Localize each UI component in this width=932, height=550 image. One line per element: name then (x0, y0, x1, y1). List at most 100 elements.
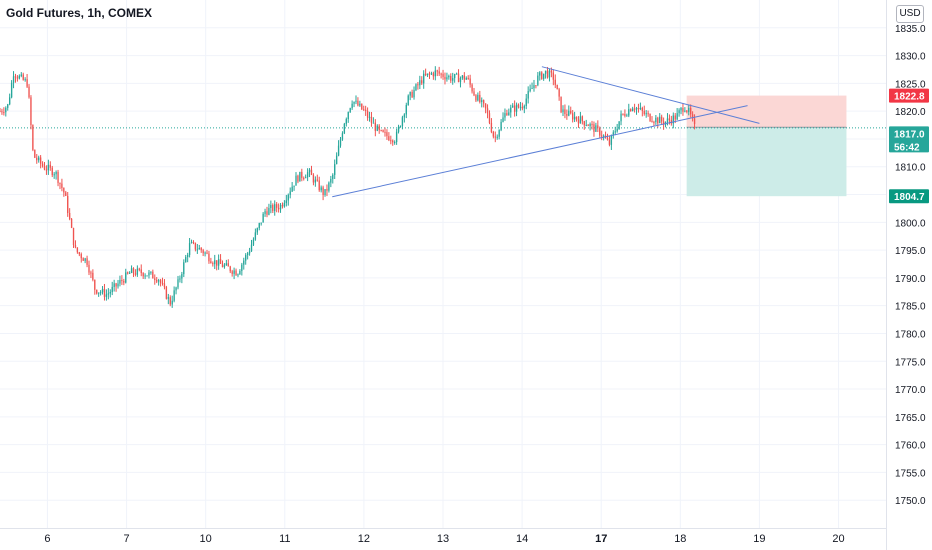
candle-body (334, 164, 336, 175)
candle-body (477, 94, 479, 101)
y-tick-label: 1750.0 (895, 496, 926, 507)
candle-body (297, 175, 299, 182)
candle-body (473, 91, 475, 96)
candle-body (57, 171, 59, 183)
candle-body (529, 88, 531, 92)
candle-body (601, 135, 603, 137)
candle-body (659, 116, 661, 124)
candle-body (684, 110, 686, 112)
candle-body (479, 94, 481, 102)
y-tick-label: 1830.0 (895, 52, 926, 63)
candle-body (274, 204, 276, 211)
candle-body (378, 125, 380, 131)
candle-body (231, 271, 233, 274)
candle-body (419, 80, 421, 86)
candle-body (291, 186, 293, 192)
candle-body (390, 140, 392, 142)
candle-body (626, 115, 628, 117)
y-tick-label: 1780.0 (895, 329, 926, 340)
candle-body (372, 122, 375, 124)
candle-body (430, 73, 433, 75)
candle-body (577, 119, 580, 124)
candle-body (523, 106, 525, 109)
x-tick-label: 6 (44, 533, 50, 545)
candle-body (152, 271, 154, 279)
candle-body (444, 76, 446, 80)
candle-body (690, 108, 692, 115)
candle-body (521, 106, 524, 109)
candle-body (316, 179, 318, 181)
candle-body (266, 211, 268, 215)
candle-body (301, 171, 303, 178)
candle-body (12, 76, 15, 83)
candle-body (221, 263, 224, 268)
candle-body (641, 107, 644, 111)
candle-body (363, 109, 365, 111)
candle-body (161, 282, 164, 284)
trendlines[interactable] (332, 66, 760, 198)
y-tick-label: 1810.0 (895, 163, 926, 174)
candle-body (630, 109, 632, 112)
candle-body (314, 179, 317, 183)
candle-body (295, 175, 297, 186)
y-tick-label: 1785.0 (895, 302, 926, 313)
candle-body (674, 115, 676, 120)
candle-body (639, 107, 642, 109)
candle-body (5, 107, 7, 113)
candle-body (310, 169, 313, 175)
candle-body (128, 272, 131, 274)
candle-body (506, 113, 508, 116)
candle-body (653, 121, 655, 123)
candle-body (268, 208, 270, 215)
candle-body (583, 121, 585, 126)
candle-body (74, 244, 77, 248)
candle-body (395, 131, 398, 143)
candle-body (616, 128, 618, 132)
candle-body (28, 86, 30, 98)
candle-body (330, 179, 332, 183)
x-tick-label: 7 (124, 533, 130, 545)
candle-body (101, 288, 104, 293)
candle-body (59, 182, 61, 184)
candle-body (227, 263, 229, 267)
chart-title: Gold Futures, 1h, COMEX (6, 6, 153, 20)
candle-body (45, 169, 48, 171)
last-price-badge (889, 126, 929, 153)
candle-body (364, 109, 367, 112)
candle-body (366, 111, 369, 118)
candle-body (84, 258, 86, 261)
candle-body (486, 108, 489, 114)
candle-body (361, 103, 363, 110)
candle-body (14, 76, 17, 78)
candle-body (1, 111, 3, 113)
candle-body (72, 227, 75, 245)
candle-body (181, 274, 183, 279)
candle-body (546, 70, 549, 78)
candle-body (448, 75, 450, 78)
candle-body (608, 139, 611, 145)
candle-body (326, 189, 328, 191)
candle-body (241, 264, 243, 271)
candle-body (662, 121, 665, 125)
candle-body (442, 73, 444, 77)
candle-body (43, 166, 46, 170)
candle-body (628, 109, 630, 116)
candle-body (469, 78, 471, 85)
candle-body (678, 110, 680, 114)
candle-body (175, 287, 177, 291)
candle-body (554, 79, 556, 85)
candle-body (246, 253, 249, 256)
candle-body (254, 232, 257, 240)
candle-body (585, 125, 587, 127)
candle-body (308, 169, 311, 173)
candle-body (682, 108, 684, 112)
candle-body (508, 112, 510, 116)
candle-body (463, 75, 466, 80)
candle-body (440, 73, 442, 75)
currency-button[interactable]: USD (896, 5, 924, 23)
y-tick-label: 1800.0 (895, 218, 926, 229)
candlestick-series (0, 66, 886, 308)
candle-body (423, 73, 425, 84)
